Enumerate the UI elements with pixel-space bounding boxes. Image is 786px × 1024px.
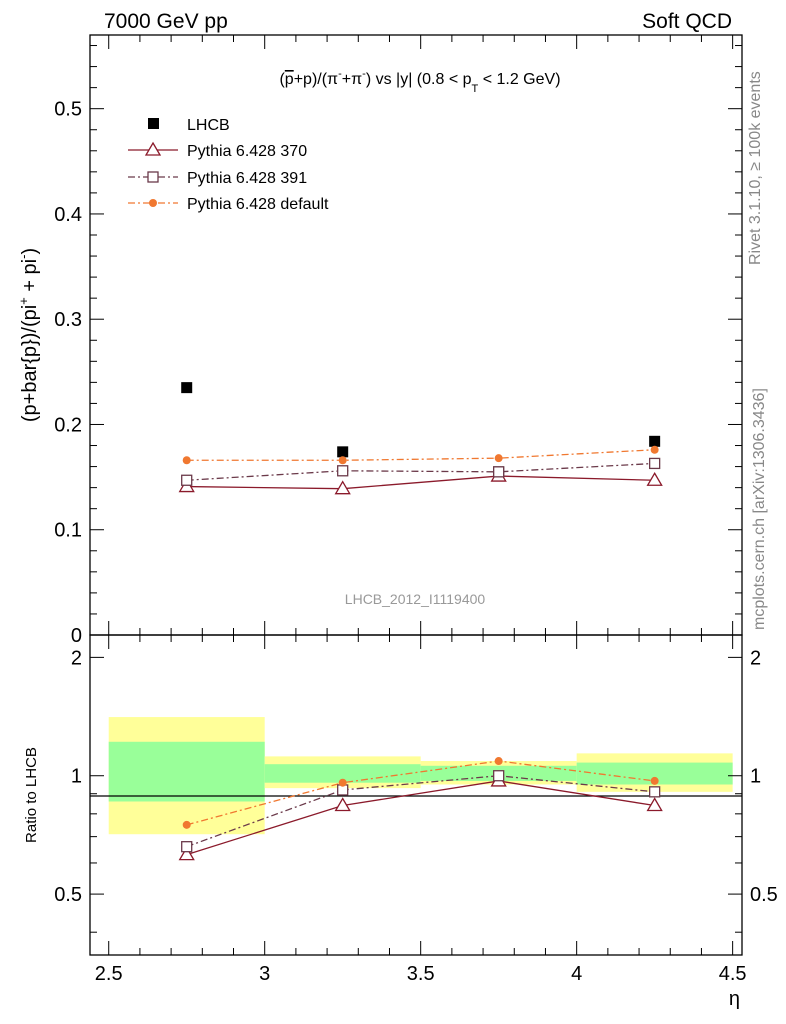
legend-label-391: Pythia 6.428 391 xyxy=(187,170,307,187)
main-y-tick-label: 0.5 xyxy=(54,99,82,121)
mcplots-label: mcplots.cern.ch [arXiv:1306.3436] xyxy=(751,388,768,630)
main-series xyxy=(178,382,663,495)
legend-marker-lhcb xyxy=(148,118,159,129)
main-x-ticks xyxy=(108,35,734,635)
x-tick-label: 4.5 xyxy=(719,963,747,985)
ratio-data-point xyxy=(334,797,351,812)
legend-label-370: Pythia 6.428 370 xyxy=(187,143,307,160)
ratio-x-ticks: 2.5 3 3.5 4 4.5 xyxy=(95,635,747,985)
x-tick-label: 3 xyxy=(259,963,270,985)
main-y-axis-label: (p+bar{p})/(pi+ + pi-) xyxy=(16,248,41,422)
ratio-data-point xyxy=(650,776,659,785)
header-right: Soft QCD xyxy=(642,10,732,33)
plot-title: (p+p)/(π-+π-) vs |y| (0.8 < pT < 1.2 GeV… xyxy=(279,68,560,95)
header-left: 7000 GeV pp xyxy=(104,10,228,33)
ratio-band-green xyxy=(264,764,421,783)
x-tick-label: 4 xyxy=(571,963,582,985)
main-y-ticks: 0 0.1 0.2 0.3 0.4 0.5 xyxy=(54,45,742,647)
main-series-line xyxy=(186,449,655,461)
main-data-point xyxy=(337,465,349,477)
main-data-point xyxy=(650,445,659,454)
ratio-band-green xyxy=(576,762,733,785)
main-y-tick-label: 0.4 xyxy=(54,204,82,226)
ratio-y-tick-label-right: 0.5 xyxy=(750,884,778,906)
legend-label-default: Pythia 6.428 default xyxy=(187,196,329,213)
rivet-label: Rivet 3.1.10, ≥ 100k events xyxy=(747,71,764,265)
main-data-point xyxy=(649,435,661,447)
ratio-series xyxy=(178,757,663,861)
ratio-data-point xyxy=(338,778,347,787)
ratio-data-point xyxy=(181,841,193,853)
main-series-line xyxy=(186,462,655,481)
ratio-y-axis-label: Ratio to LHCB xyxy=(23,747,40,843)
legend: LHCB Pythia 6.428 370 Pythia 6.428 391 P… xyxy=(128,117,329,213)
main-data-point xyxy=(494,454,503,463)
legend-marker-default xyxy=(149,199,157,207)
ratio-uncertainty-bands xyxy=(108,717,733,835)
x-axis-label: η xyxy=(729,988,740,1010)
main-data-point xyxy=(493,466,505,478)
ratio-series-line xyxy=(186,780,655,856)
x-tick-label: 2.5 xyxy=(95,963,123,985)
ratio-y-tick-label-left: 0.5 xyxy=(54,884,82,906)
main-data-point xyxy=(337,446,349,458)
ratio-data-point xyxy=(493,770,505,782)
main-y-tick-label: 0.1 xyxy=(54,520,82,542)
main-data-point xyxy=(649,457,661,470)
main-data-point xyxy=(181,382,193,394)
legend-marker-391 xyxy=(147,171,159,183)
ratio-y-tick-label-right: 2 xyxy=(750,647,761,669)
ratio-plot-panel: 2.5 3 3.5 4 4.5 0.5 0.5 1 1 2 2 Ratio to LHCB η xyxy=(23,634,778,1010)
analysis-label: LHCB_2012_I1119400 xyxy=(345,591,486,607)
main-data-point xyxy=(334,480,351,495)
ratio-band-green xyxy=(108,741,265,802)
main-data-point xyxy=(181,474,193,486)
ratio-data-point xyxy=(649,786,661,798)
main-plot-panel: 0 0.1 0.2 0.3 0.4 0.5 (p+p)/(π-+π-) vs |y| (0… xyxy=(16,34,743,647)
ratio-y-tick-label-left: 1 xyxy=(71,766,82,788)
legend-label-lhcb: LHCB xyxy=(187,117,230,134)
ratio-frame xyxy=(89,634,743,956)
main-data-point xyxy=(338,456,347,465)
legend-marker-370 xyxy=(144,141,162,156)
ratio-data-point xyxy=(178,846,195,861)
ratio-y-tick-label-left: 2 xyxy=(71,647,82,669)
main-series-line xyxy=(186,475,655,490)
x-tick-label: 3.5 xyxy=(407,963,435,985)
ratio-data-point xyxy=(182,820,191,829)
ratio-y-ticks: 0.5 0.5 1 1 2 2 xyxy=(54,647,778,933)
ratio-y-tick-label-right: 1 xyxy=(750,766,761,788)
ratio-series-line xyxy=(186,775,655,848)
ratio-data-point xyxy=(646,797,663,812)
main-y-tick-label: 0.3 xyxy=(54,309,82,331)
ratio-data-point xyxy=(494,757,503,766)
ratio-series-line xyxy=(186,760,655,826)
main-data-point xyxy=(182,456,191,465)
main-y-tick-label: 0 xyxy=(71,625,82,647)
main-data-point xyxy=(646,471,663,486)
main-y-tick-label: 0.2 xyxy=(54,414,82,436)
